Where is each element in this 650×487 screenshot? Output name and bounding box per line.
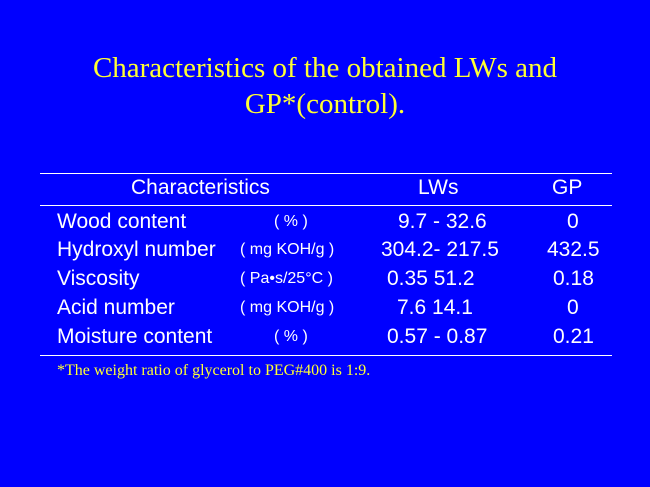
row-lws: 7.6 14.1 — [397, 296, 473, 319]
slide-title-line-1: Characteristics of the obtained LWs and — [92, 52, 558, 84]
table-header-rule — [40, 205, 612, 206]
table-top-rule — [40, 173, 612, 174]
row-gp: 0.21 — [553, 325, 594, 348]
row-lws: 0.35 51.2 — [387, 267, 475, 290]
row-unit: ( mg KOH/g ) — [240, 299, 335, 316]
row-lws: 304.2- 217.5 — [381, 238, 499, 261]
footnote: *The weight ratio of glycerol to PEG#400… — [57, 362, 371, 379]
row-lws: 0.57 - 0.87 — [387, 325, 488, 348]
row-name: Acid number — [57, 296, 175, 319]
table-bottom-rule — [40, 355, 612, 356]
row-name: Wood content — [57, 210, 187, 233]
row-gp: 0 — [567, 210, 579, 233]
row-name: Hydroxyl number — [57, 238, 216, 261]
row-name: Viscosity — [57, 267, 140, 290]
row-unit: ( mg KOH/g ) — [240, 241, 335, 258]
row-gp: 0 — [567, 296, 579, 319]
row-unit: ( Pa•s/25°C ) — [240, 270, 333, 287]
header-gp: GP — [552, 176, 583, 199]
row-name: Moisture content — [57, 325, 213, 348]
header-lws: LWs — [418, 176, 459, 199]
row-gp: 0.18 — [553, 267, 594, 290]
row-lws: 9.7 - 32.6 — [398, 210, 487, 233]
row-unit: ( % ) — [274, 213, 308, 230]
header-characteristics: Characteristics — [131, 176, 270, 199]
slide-title-line-2: GP*(control). — [244, 88, 406, 120]
row-unit: ( % ) — [274, 328, 308, 345]
row-gp: 432.5 — [547, 238, 600, 261]
